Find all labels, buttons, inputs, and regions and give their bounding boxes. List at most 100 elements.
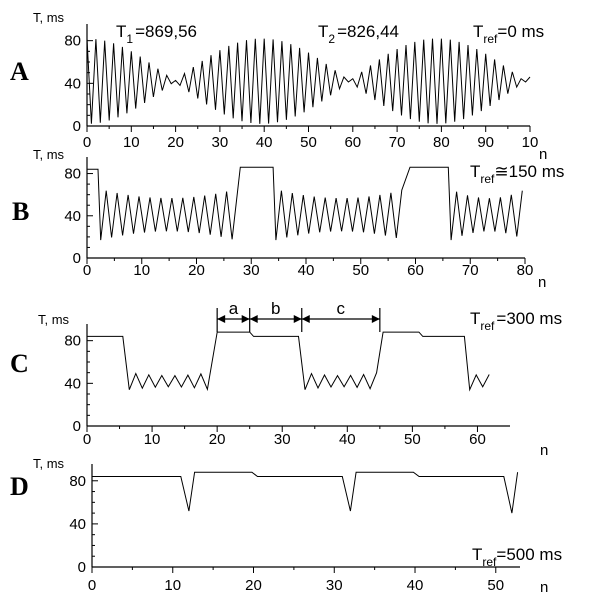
y-tick-label: 40 bbox=[64, 208, 81, 225]
x-tick-label: 70 bbox=[462, 262, 479, 279]
panel-label-d: D bbox=[10, 472, 29, 501]
x-tick-label: 10 bbox=[522, 134, 539, 151]
x-tick-label: 0 bbox=[83, 262, 91, 279]
x-axis-label-a: n bbox=[539, 146, 547, 163]
x-tick-label: 40 bbox=[298, 262, 315, 279]
arrow-head-left bbox=[217, 315, 226, 323]
x-axis-label-d: n bbox=[540, 579, 548, 595]
x-tick-label: 40 bbox=[256, 134, 273, 151]
tref-symbol-a: T bbox=[473, 22, 483, 41]
y-tick-label: 80 bbox=[64, 333, 81, 350]
x-tick-label: 20 bbox=[245, 577, 262, 594]
t1-annotation: T1 =869,56 bbox=[116, 22, 197, 46]
x-axis-label-c: n bbox=[540, 442, 548, 459]
panel-d: D T, ms Tref=500 ms n 0 10 20 30 40 50 0 40 80 bbox=[10, 456, 562, 595]
interval-label-a: a bbox=[229, 299, 239, 318]
axes-d bbox=[91, 464, 520, 568]
tref-value-d: =500 ms bbox=[496, 545, 562, 564]
y-axis-label-b: T, ms bbox=[33, 147, 65, 162]
x-tick-label: 10 bbox=[144, 431, 161, 448]
x-tick-label: 10 bbox=[133, 262, 150, 279]
x-tick-label: 90 bbox=[477, 134, 494, 151]
tref-subscript-c: ref bbox=[480, 319, 495, 333]
y-tick-label: 0 bbox=[73, 118, 81, 135]
x-tick-label: 0 bbox=[83, 134, 91, 151]
x-tick-label: 40 bbox=[407, 577, 424, 594]
x-tick-label: 70 bbox=[389, 134, 406, 151]
y-axis-label-c: T, ms bbox=[38, 312, 70, 327]
y-tick-label: 0 bbox=[78, 559, 86, 576]
y-tick-label: 0 bbox=[73, 250, 81, 267]
tref-subscript-d: ref bbox=[482, 555, 497, 569]
panel-b: B T, ms Tref≅150 ms n 0 10 20 30 40 50 60 70 80 0… bbox=[12, 147, 564, 291]
x-tick-label: 80 bbox=[517, 262, 534, 279]
y-tick-label: 40 bbox=[64, 75, 81, 92]
x-tick-label: 60 bbox=[344, 134, 361, 151]
t1-subscript: 1 bbox=[126, 32, 133, 46]
series-line-a bbox=[86, 38, 531, 124]
y-tick-label: 40 bbox=[69, 516, 86, 533]
series-line-c bbox=[87, 331, 490, 392]
x-tick-label: 0 bbox=[88, 577, 96, 594]
tref-annotation-a: Tref=0 ms bbox=[473, 22, 544, 46]
t2-annotation: T2 =826,44 bbox=[318, 22, 399, 46]
y-tick-label: 80 bbox=[64, 166, 81, 183]
panel-label-a: A bbox=[10, 57, 29, 86]
x-tick-label: 50 bbox=[352, 262, 369, 279]
x-tick-label: 60 bbox=[469, 431, 486, 448]
arrow-head-right bbox=[293, 315, 302, 323]
tref-annotation-d: Tref=500 ms bbox=[472, 545, 562, 569]
t1-symbol: T bbox=[116, 22, 126, 41]
tref-value-b: ≅150 ms bbox=[494, 162, 564, 181]
x-tick-label: 60 bbox=[407, 262, 424, 279]
ticks-d: 0 10 20 30 40 50 0 40 80 bbox=[69, 473, 504, 594]
panel-label-c: C bbox=[10, 349, 29, 378]
tref-symbol-b: T bbox=[470, 162, 480, 181]
x-tick-label: 0 bbox=[83, 431, 91, 448]
y-axis-label-d: T, ms bbox=[33, 456, 65, 471]
arrow-head-left bbox=[249, 315, 258, 323]
tref-symbol-c: T bbox=[470, 309, 480, 328]
t2-subscript: 2 bbox=[328, 32, 335, 46]
t1-value: =869,56 bbox=[135, 22, 197, 41]
x-tick-label: 30 bbox=[243, 262, 260, 279]
x-axis-label-b: n bbox=[538, 274, 546, 291]
y-tick-label: 80 bbox=[64, 33, 81, 50]
tref-subscript-b: ref bbox=[480, 172, 495, 186]
x-tick-label: 50 bbox=[487, 577, 504, 594]
x-tick-label: 10 bbox=[164, 577, 181, 594]
y-tick-label: 0 bbox=[73, 418, 81, 435]
x-tick-label: 20 bbox=[209, 431, 226, 448]
tref-value-c: =300 ms bbox=[496, 309, 562, 328]
tref-subscript-a: ref bbox=[483, 32, 498, 46]
y-tick-label: 80 bbox=[69, 473, 86, 490]
x-tick-label: 30 bbox=[326, 577, 343, 594]
t2-symbol: T bbox=[318, 22, 328, 41]
arrow-head-right bbox=[371, 315, 380, 323]
axes-b bbox=[86, 157, 525, 259]
tref-symbol-d: T bbox=[472, 545, 482, 564]
x-tick-label: 30 bbox=[274, 431, 291, 448]
interval-label-b: b bbox=[271, 299, 280, 318]
series-line-d bbox=[92, 471, 519, 514]
y-axis-label-a: T, ms bbox=[33, 10, 65, 25]
tref-annotation-b: Tref≅150 ms bbox=[470, 162, 564, 186]
x-tick-label: 50 bbox=[300, 134, 317, 151]
x-tick-label: 10 bbox=[123, 134, 140, 151]
x-tick-label: 20 bbox=[188, 262, 205, 279]
tref-annotation-c: Tref =300 ms bbox=[470, 309, 562, 333]
panel-c: C T, ms Tref =300 ms n 0 10 20 30 40 50 60 0 40 80… bbox=[10, 299, 562, 459]
arrow-head-left bbox=[301, 315, 310, 323]
interval-label-c: c bbox=[337, 299, 346, 318]
interval-markers: a b c bbox=[216, 299, 381, 332]
ticks-c: 0 10 20 30 40 50 60 0 40 80 bbox=[64, 333, 485, 448]
arrow-head-right bbox=[241, 315, 250, 323]
t2-value: =826,44 bbox=[337, 22, 399, 41]
y-tick-label: 40 bbox=[64, 375, 81, 392]
x-tick-label: 30 bbox=[212, 134, 229, 151]
x-tick-label: 20 bbox=[167, 134, 184, 151]
x-tick-label: 50 bbox=[404, 431, 421, 448]
panel-label-b: B bbox=[12, 197, 29, 226]
